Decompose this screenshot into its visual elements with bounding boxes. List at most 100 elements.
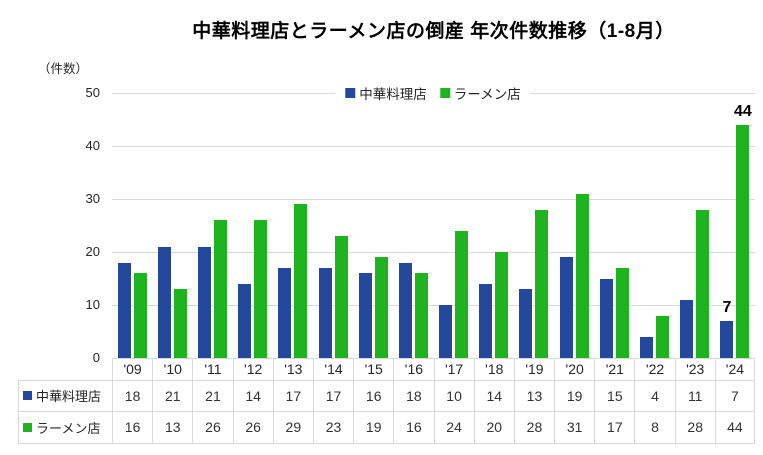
bar (519, 289, 533, 358)
table-value-cell: 18 (112, 380, 152, 411)
table-value-cell: 8 (634, 411, 674, 443)
table-value-cell: 11 (674, 380, 715, 411)
table-value-cell: 44 (714, 411, 755, 443)
bar (294, 204, 308, 358)
bar (398, 262, 412, 358)
bar-data-label: 7 (722, 298, 732, 316)
bar (495, 252, 509, 358)
bar (173, 289, 187, 358)
table-value-cell: 29 (272, 411, 313, 443)
legend-item-ramen: ラーメン店 (439, 83, 521, 103)
table-value-cell: 24 (433, 411, 474, 443)
x-axis-category-label: '16 (393, 358, 433, 380)
bar (133, 273, 147, 358)
bar (318, 267, 332, 358)
x-axis-category-label: '14 (312, 358, 353, 380)
x-axis-category-label: '18 (473, 358, 514, 380)
bar (455, 230, 469, 358)
legend-swatch-icon (439, 88, 450, 98)
table-value-cell: 26 (232, 411, 273, 443)
bar (197, 246, 211, 358)
table-border-line (18, 380, 755, 381)
table-value-cell: 16 (393, 411, 433, 443)
table-value-cell: 23 (312, 411, 353, 443)
table-value-cell: 17 (312, 380, 353, 411)
x-axis-category-label: '13 (272, 358, 313, 380)
bar (615, 267, 629, 358)
bar (696, 209, 710, 358)
legend: 中華料理店 ラーメン店 (335, 81, 531, 105)
x-axis-category-label: '09 (112, 358, 152, 380)
table-value-cell: 17 (594, 411, 634, 443)
y-axis-tick-label: 20 (85, 244, 100, 259)
x-axis-category-label: '20 (554, 358, 594, 380)
table-value-cell: 20 (473, 411, 514, 443)
table-row-header-label: ラーメン店 (36, 420, 101, 436)
bar (720, 320, 734, 358)
y-axis-tick-label: 10 (85, 297, 100, 312)
bar (278, 267, 292, 358)
table-value-cell: 13 (152, 411, 192, 443)
bar (254, 220, 268, 358)
table-value-cell: 10 (433, 380, 474, 411)
x-axis-category-label: '21 (594, 358, 634, 380)
x-axis-category-label: '23 (674, 358, 715, 380)
y-axis-tick-label: 50 (85, 85, 100, 100)
x-axis-category-label: '11 (192, 358, 232, 380)
table-value-cell: 13 (513, 380, 554, 411)
table-value-cell: 28 (513, 411, 554, 443)
table-value-cell: 21 (152, 380, 192, 411)
table-value-cell: 21 (192, 380, 232, 411)
table-value-cell: 31 (554, 411, 594, 443)
y-axis-tick-label: 30 (85, 191, 100, 206)
table-value-cell: 28 (674, 411, 715, 443)
bar (736, 124, 750, 358)
x-axis-category-label: '19 (513, 358, 554, 380)
gridline (112, 199, 755, 200)
chart-title: 中華料理店とラーメン店の倒産 年次件数推移（1-8月） (192, 21, 675, 42)
table-border-line (18, 443, 755, 444)
bar (479, 283, 493, 358)
table-value-cell: 15 (594, 380, 634, 411)
table-value-cell: 4 (634, 380, 674, 411)
bar-data-label: 44 (734, 102, 752, 120)
table-border-line (18, 411, 755, 412)
bar (238, 283, 252, 358)
bar (656, 315, 670, 358)
y-axis-tick-label: 40 (85, 138, 100, 153)
legend-swatch-icon (345, 88, 356, 98)
table-value-cell: 16 (353, 380, 393, 411)
table-row-header-ramen: ラーメン店 (18, 411, 112, 443)
table-value-cell: 19 (353, 411, 393, 443)
table-value-cell: 17 (272, 380, 313, 411)
bar (213, 220, 227, 358)
bar (358, 273, 372, 358)
table-value-cell: 19 (554, 380, 594, 411)
bar (414, 273, 428, 358)
legend-item-chuka: 中華料理店 (345, 83, 427, 103)
bar (575, 193, 589, 358)
y-axis-tick-label: 0 (92, 350, 100, 365)
x-axis-category-label: '22 (634, 358, 674, 380)
bar (157, 246, 171, 358)
y-axis-unit-label: （件数） (38, 62, 89, 76)
gridline (112, 305, 755, 306)
table-value-cell: 7 (714, 380, 755, 411)
table-row-header-label: 中華料理店 (36, 389, 102, 404)
bar (334, 236, 348, 358)
table-value-cell: 16 (112, 411, 152, 443)
bar (117, 262, 131, 358)
bar (640, 336, 654, 358)
table-value-cell: 18 (393, 380, 433, 411)
bar (439, 305, 453, 358)
table-value-cell: 14 (473, 380, 514, 411)
legend-label: 中華料理店 (359, 87, 427, 102)
bar (374, 257, 388, 358)
x-axis-category-label: '12 (232, 358, 273, 380)
x-axis-category-label: '10 (152, 358, 192, 380)
legend-label: ラーメン店 (453, 87, 521, 102)
table-value-cell: 14 (232, 380, 273, 411)
x-axis-category-label: '15 (353, 358, 393, 380)
